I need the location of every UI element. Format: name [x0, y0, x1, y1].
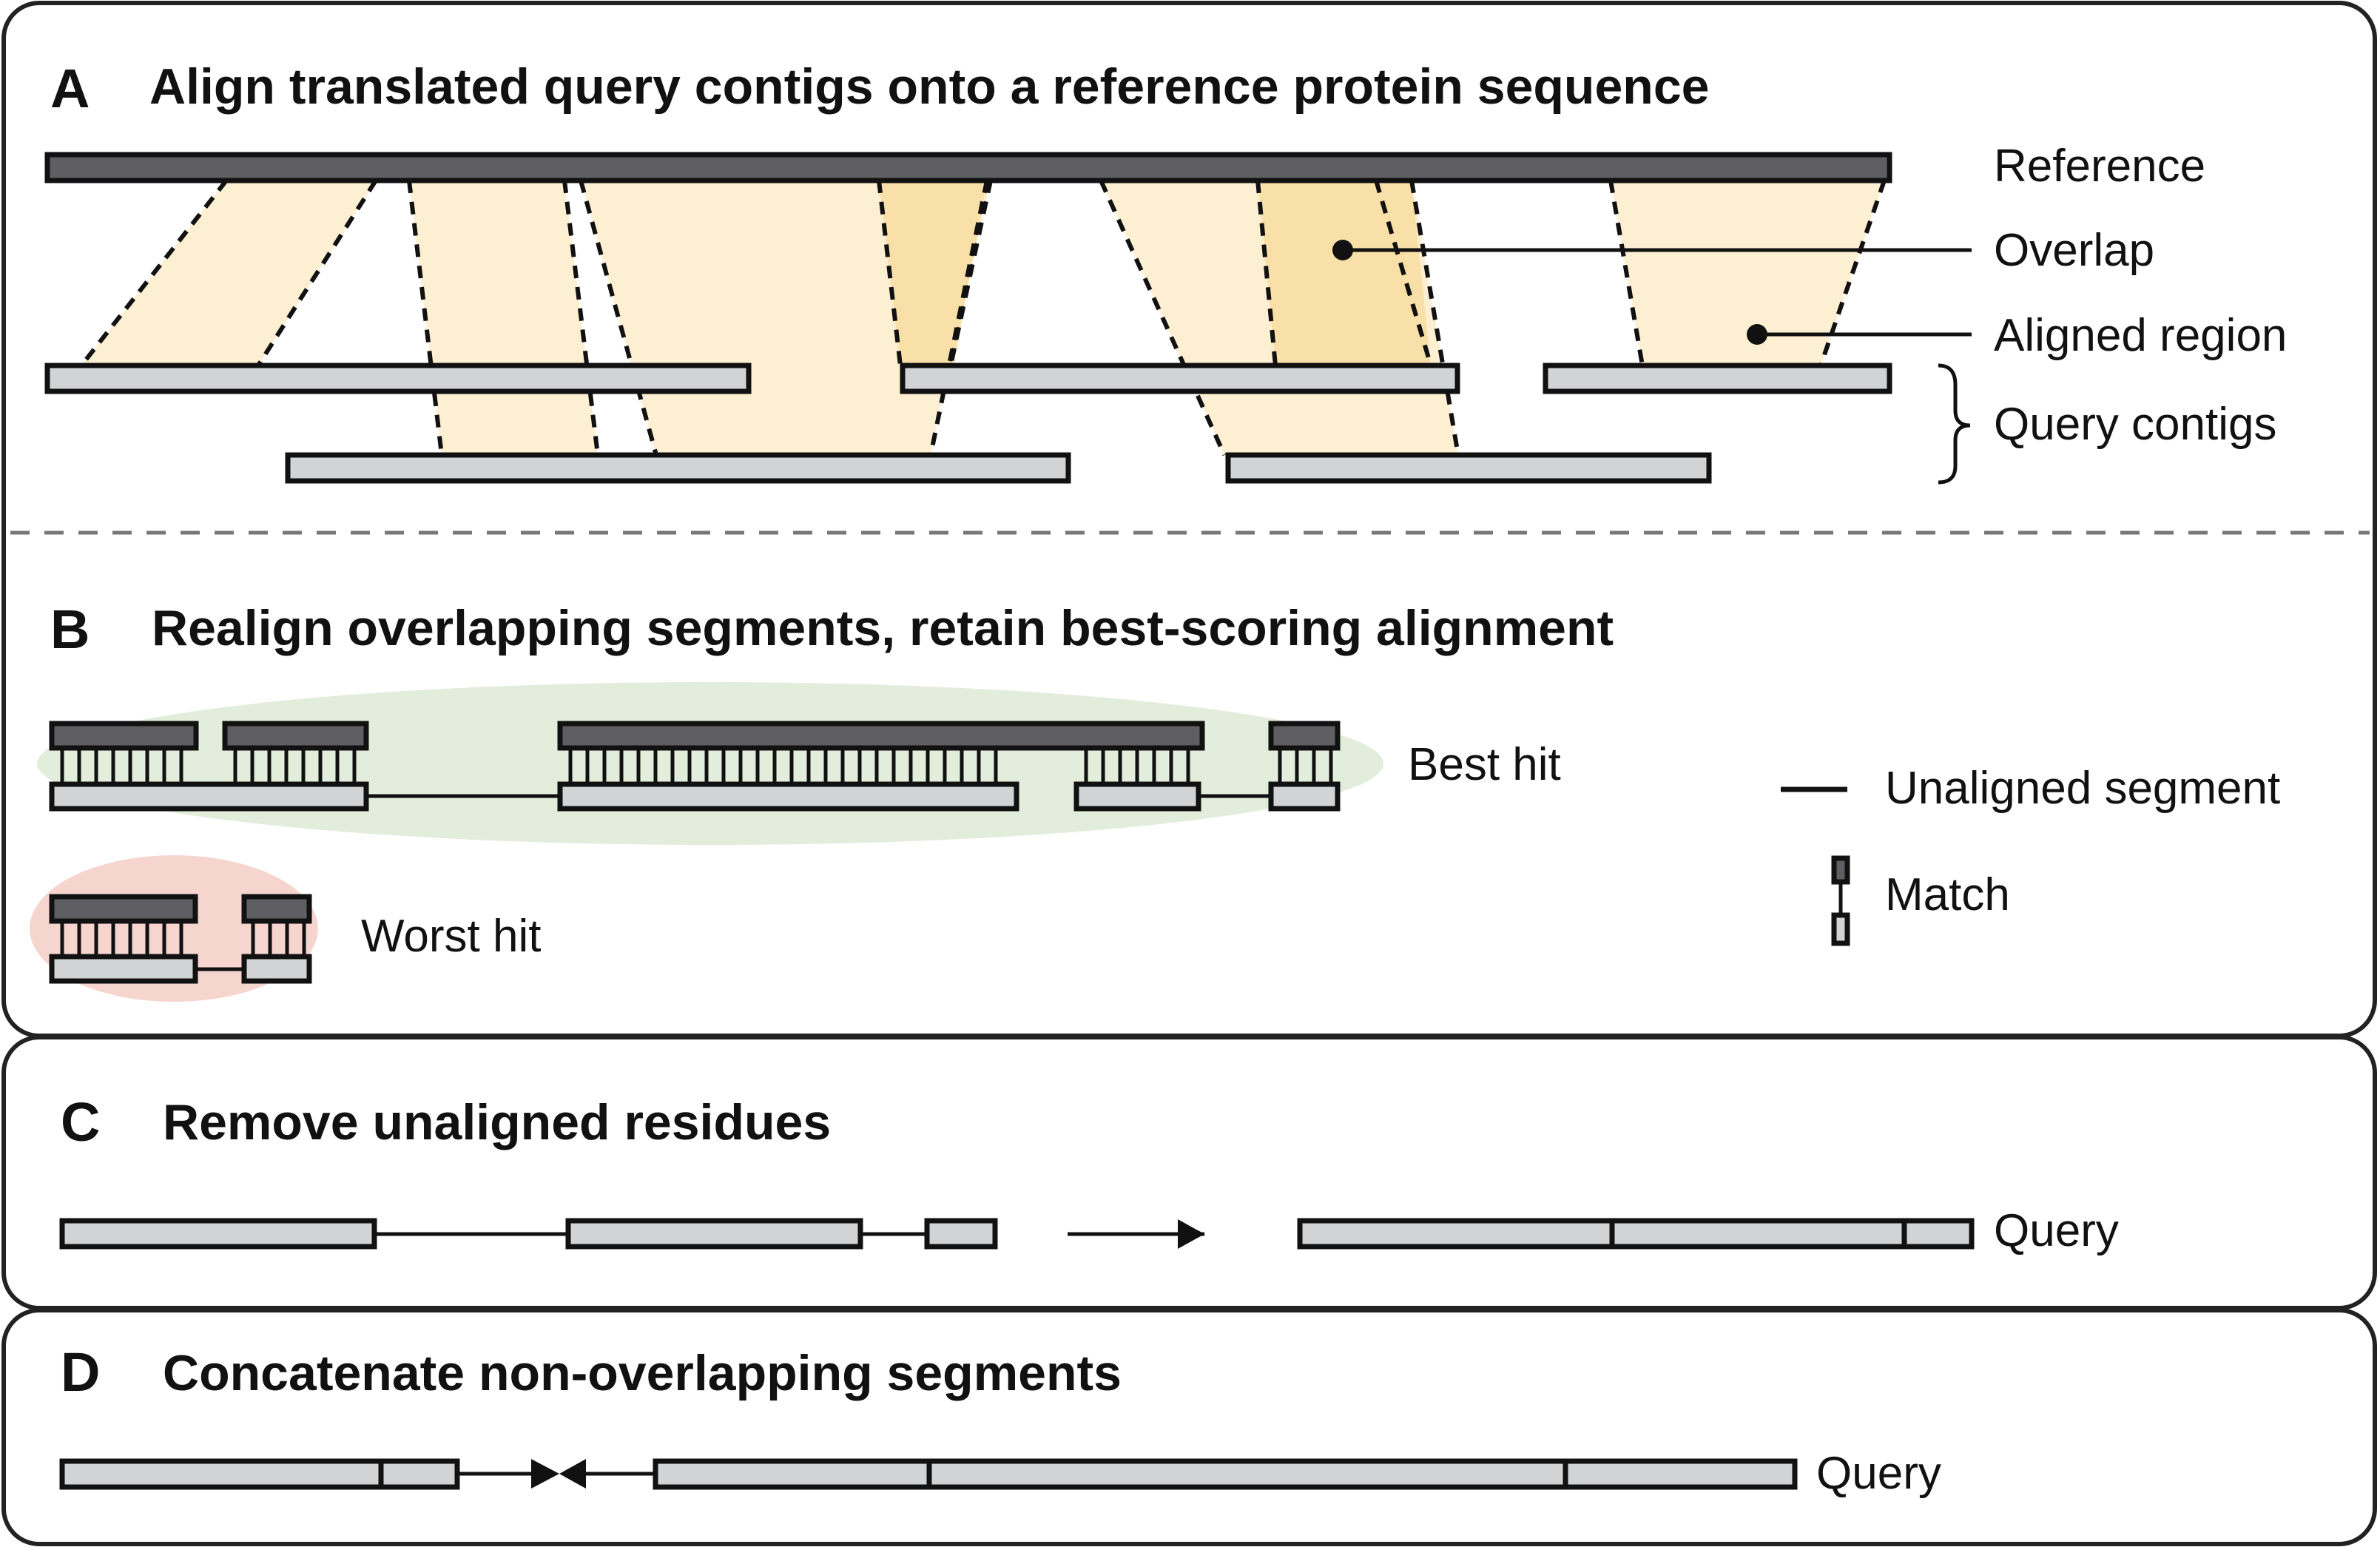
- match-label: Match: [1885, 869, 2010, 920]
- reference-label: Reference: [1994, 141, 2205, 192]
- overlap-label: Overlap: [1994, 225, 2154, 276]
- panel-b-title: Realign overlapping segments, retain bes…: [152, 600, 1614, 656]
- query-contig: [1543, 363, 1892, 394]
- panel-d-title: Concatenate non-overlapping segments: [163, 1345, 1122, 1401]
- panel-c-title: Remove unaligned residues: [163, 1094, 831, 1150]
- panel-c-letter: C: [61, 1091, 100, 1153]
- query-contig: [1225, 452, 1712, 484]
- panel-d-arrowhead-left: [559, 1459, 586, 1489]
- panel-d-query-label: Query: [1816, 1448, 1941, 1499]
- worst-hit-label: Worst hit: [361, 911, 541, 962]
- alignment-dashed-edges: [79, 179, 1887, 456]
- panel-a-letter: A: [50, 58, 90, 119]
- query-contigs-label: Query contigs: [1994, 399, 2277, 450]
- query-contig: [44, 363, 752, 394]
- panel-d-right-segments: [653, 1458, 1798, 1490]
- best-hit-label: Best hit: [1408, 739, 1561, 790]
- query-contig: [285, 452, 1071, 484]
- worst-hit-alignment: [49, 894, 312, 984]
- panel-c-after-segments: [1297, 1218, 1975, 1250]
- panel-c-arrowhead: [1178, 1219, 1204, 1249]
- best-hit-highlight: [37, 682, 1383, 845]
- panel-d-frame: [1, 1308, 2377, 1546]
- panel-c-query-label: Query: [1994, 1205, 2119, 1256]
- query-contigs: [44, 363, 1892, 484]
- panel-c-before-segments: [59, 1218, 998, 1250]
- best-hit-alignment: [49, 721, 1341, 812]
- query-contig: [900, 363, 1460, 394]
- panel-d-left-segments: [59, 1458, 460, 1490]
- panel-d-arrowhead-right: [531, 1459, 559, 1489]
- panel-b-letter: B: [50, 599, 90, 660]
- panel-c-frame: [1, 1035, 2377, 1310]
- aligned-region-label: Aligned region: [1994, 310, 2287, 361]
- query-contigs-brace: [1938, 363, 1971, 485]
- panel-a-title: Align translated query contigs onto a re…: [149, 58, 1709, 115]
- unaligned-segment-label: Unaligned segment: [1885, 763, 2280, 814]
- match-legend-icon: [1831, 855, 1850, 946]
- panel-d-letter: D: [61, 1341, 100, 1403]
- reference-bar: [44, 152, 1892, 183]
